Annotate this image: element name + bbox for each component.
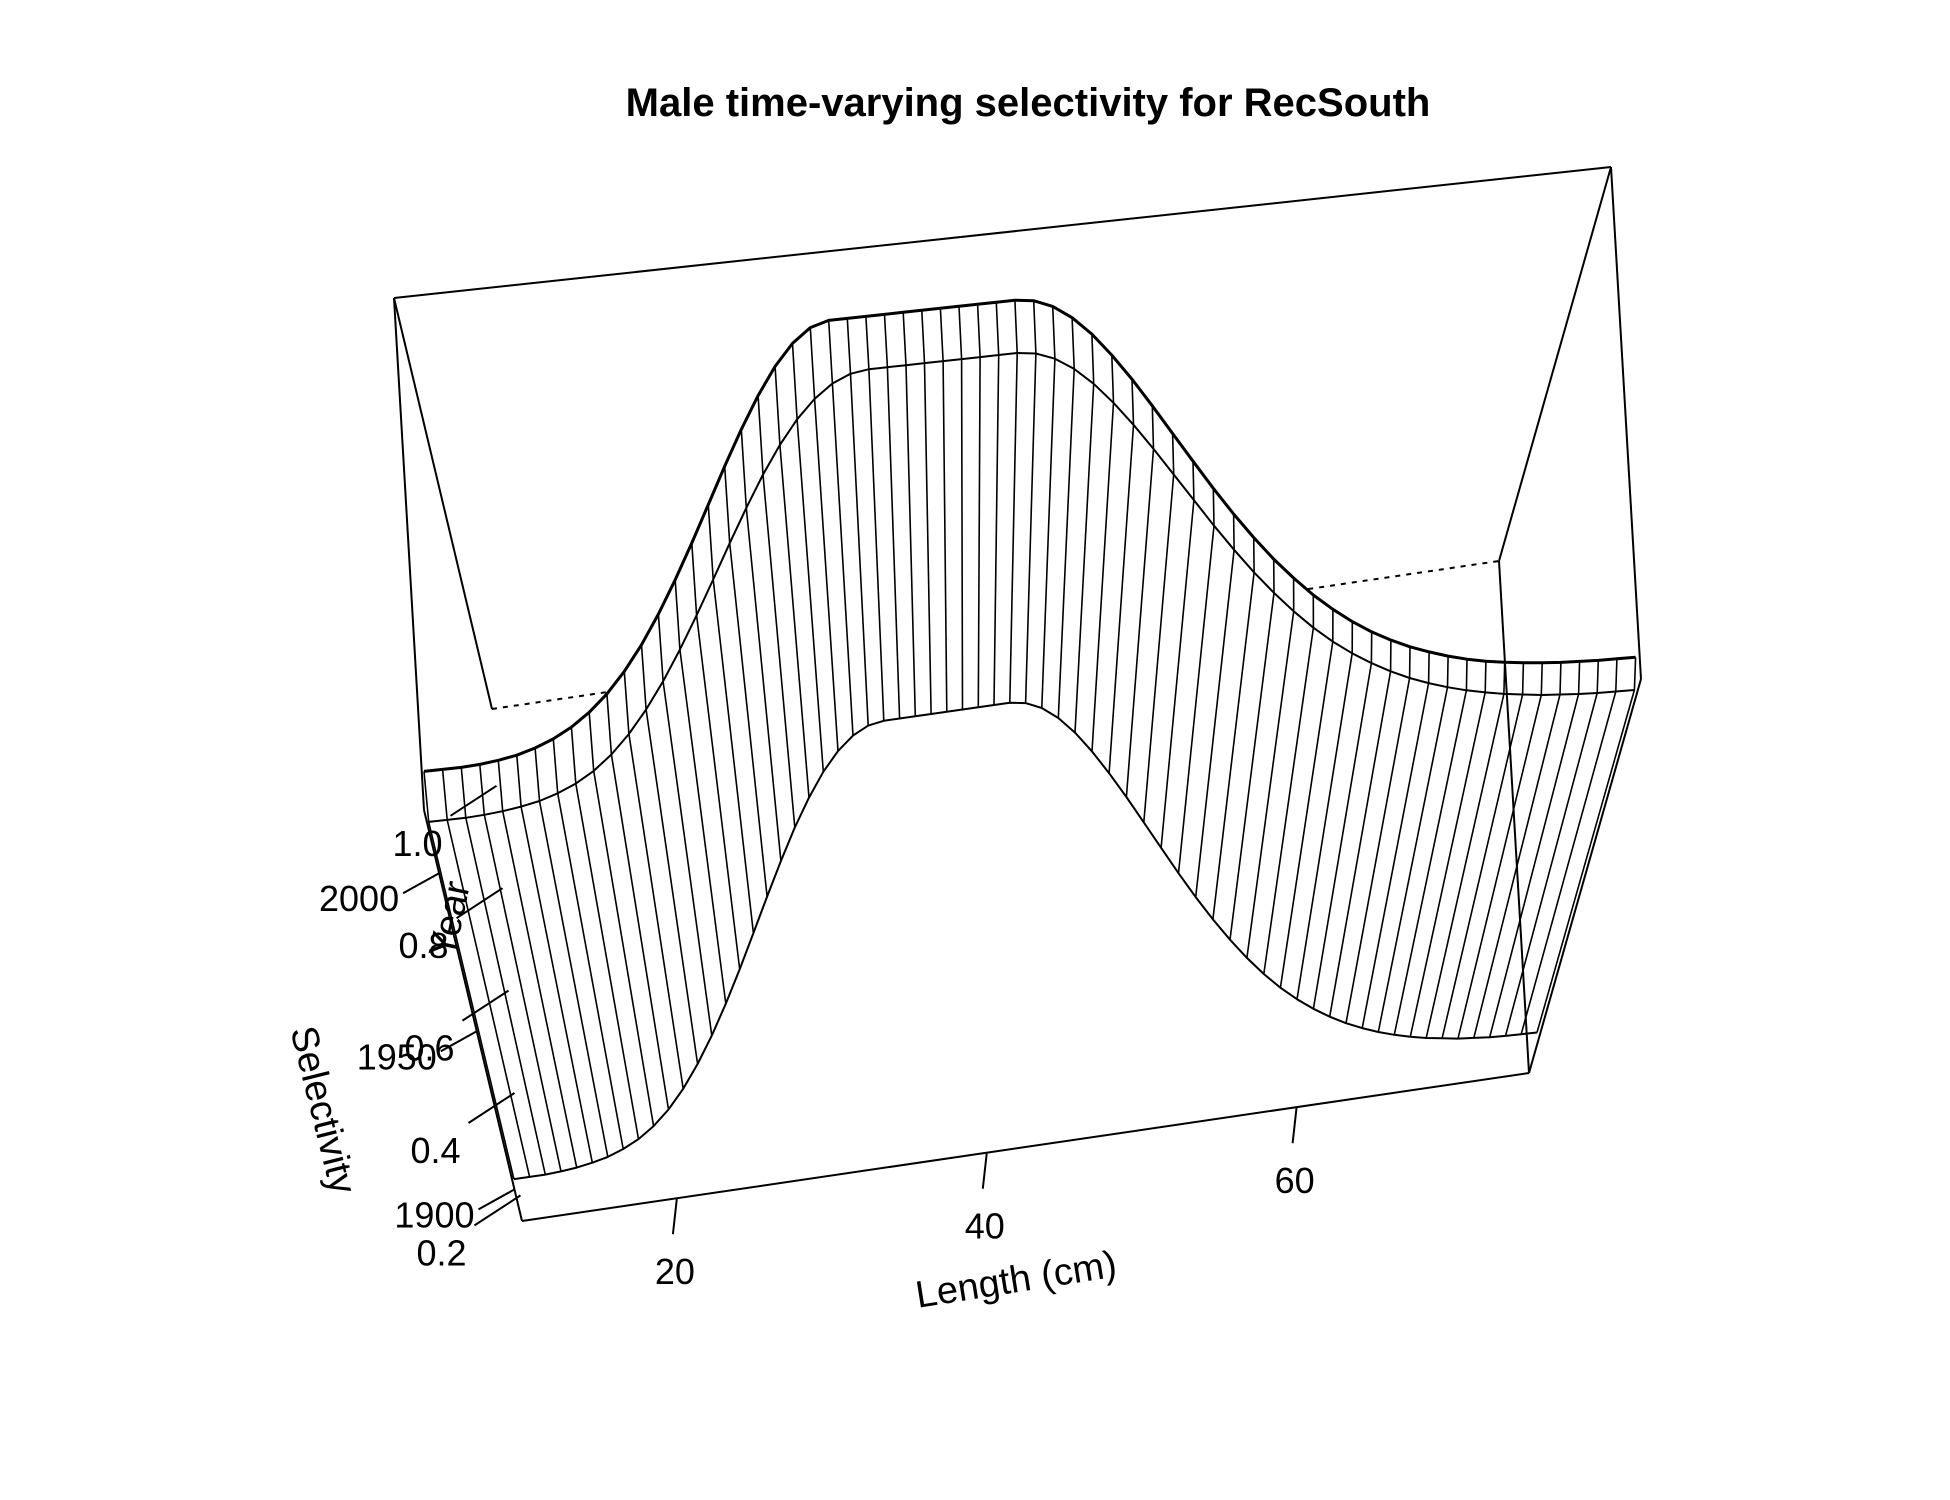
z-tick-label: 0.6 — [404, 1028, 454, 1069]
surface-year-curve — [428, 352, 1635, 823]
y-axis-tick — [478, 1188, 515, 1211]
surface-mesh — [423, 298, 1637, 1181]
z-tick-label: 0.4 — [410, 1130, 460, 1171]
x-axis-tick — [671, 1198, 678, 1235]
z-axis-tick — [473, 1194, 522, 1227]
x-axis-label: Length (cm) — [913, 1244, 1120, 1317]
z-tick-label: 0.2 — [416, 1232, 466, 1273]
box-edge — [393, 166, 1612, 299]
z-tick-label: 0.8 — [398, 925, 448, 966]
box-edge — [1610, 166, 1642, 680]
box-edge — [521, 1072, 1530, 1222]
surface-year-curve — [423, 298, 1636, 773]
z-axis-tick — [449, 784, 498, 817]
y-tick-label: 2000 — [319, 878, 399, 919]
surface-year-curve — [513, 701, 1538, 1181]
y-tick-label: 1950 — [357, 1036, 437, 1077]
box-edge — [423, 809, 523, 1222]
z-axis-tick — [461, 989, 510, 1022]
y-tick-label: 1900 — [394, 1194, 474, 1235]
axes: 20 40 60 1900 1950 2000 0.2 0.4 0.6 0.8 1.0 — [319, 784, 1315, 1292]
x-axis-tick — [981, 1152, 988, 1189]
surface-fill — [424, 300, 1636, 1180]
x-axis-tick — [1291, 1107, 1298, 1144]
chart-title: Male time-varying selectivity for RecSou… — [626, 81, 1431, 125]
x-tick-label: 60 — [1275, 1160, 1315, 1201]
x-tick-label: 20 — [655, 1251, 695, 1292]
z-axis-label: Selectivity — [282, 1022, 364, 1198]
z-axis-tick — [467, 1092, 516, 1124]
box-edge — [1528, 678, 1642, 1074]
z-axis-tick — [455, 887, 504, 920]
z-tick-label: 1.0 — [392, 823, 442, 864]
box-edge — [1498, 560, 1530, 1074]
y-axis-tick — [440, 1030, 478, 1053]
bounding-box-front — [423, 560, 1642, 1222]
x-tick-label: 40 — [965, 1206, 1005, 1247]
box-edge — [393, 297, 425, 811]
box-edge — [1498, 166, 1612, 562]
box-edge — [393, 297, 493, 710]
y-axis-tick — [402, 872, 440, 895]
